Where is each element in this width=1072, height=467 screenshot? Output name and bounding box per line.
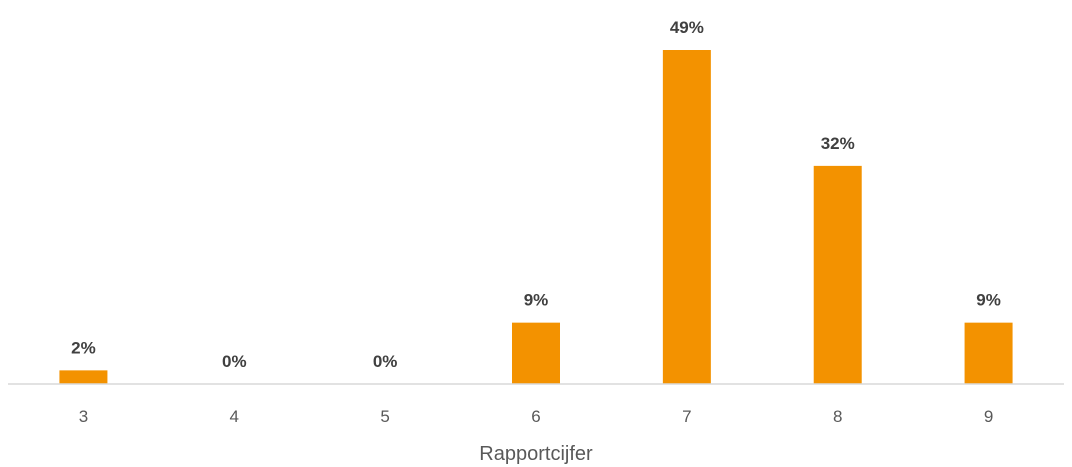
- bar-8: [813, 165, 862, 384]
- bar-3: [59, 370, 108, 384]
- bar-7: [662, 50, 711, 384]
- x-tick-label-3: 3: [79, 407, 88, 426]
- x-tick-label-8: 8: [833, 407, 842, 426]
- bars-group: [59, 50, 1013, 384]
- x-tick-label-6: 6: [531, 407, 540, 426]
- data-label-6: 9%: [524, 291, 549, 310]
- bar-6: [512, 322, 560, 384]
- data-label-4: 0%: [222, 352, 247, 371]
- x-axis-title: Rapportcijfer: [479, 443, 593, 465]
- data-label-7: 49%: [670, 18, 704, 37]
- data-labels-group: 2% 0% 0% 9% 49% 32% 9%: [71, 18, 1001, 371]
- x-tick-labels-group: 3 4 5 6 7 8 9: [79, 407, 994, 426]
- x-tick-label-5: 5: [380, 407, 389, 426]
- data-label-8: 32%: [821, 134, 855, 153]
- x-tick-label-4: 4: [230, 407, 239, 426]
- data-label-3: 2%: [71, 338, 96, 357]
- data-label-5: 0%: [373, 352, 398, 371]
- bar-9: [964, 322, 1013, 384]
- x-tick-label-9: 9: [984, 407, 993, 426]
- data-label-9: 9%: [976, 291, 1001, 310]
- x-tick-label-7: 7: [682, 407, 691, 426]
